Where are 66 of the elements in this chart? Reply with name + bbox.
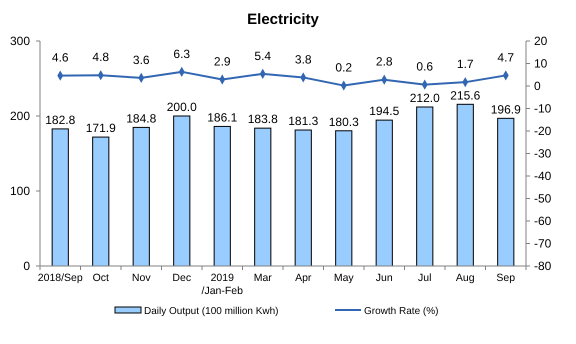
data-label: 182.8 [45,112,76,127]
y-tick-label: 300 [10,34,30,48]
y2-tick-label: 10 [534,56,548,70]
y2-tick-label: 20 [534,34,548,48]
data-label: 196.9 [490,102,522,116]
y2-tick-label: -40 [534,169,552,183]
bar [335,130,352,266]
bar [456,104,474,266]
y2-tick-label: -30 [534,146,552,160]
legend-label: Growth Rate (%) [364,306,438,317]
x-tick-label: Nov [132,272,152,284]
y2-tick-label: -80 [534,259,552,273]
bar [254,128,272,266]
y2-tick-label: -60 [534,214,552,228]
data-label: 194.5 [369,104,400,118]
x-tick-label: Sep [496,272,516,284]
y-tick-label: 0 [23,259,30,273]
x-tick-label: Jul [418,272,432,284]
y-tick-label: 200 [10,109,30,123]
bar [52,128,69,266]
data-label: 1.7 [456,57,474,72]
bar [416,106,434,266]
x-tick-label: 2019 /Jan-Feb [202,272,244,297]
data-label: 4.8 [92,50,110,64]
data-label: 183.8 [248,112,278,126]
data-label: 186.1 [207,110,238,124]
data-label: 4.7 [497,50,514,64]
x-tick-label: Oct [92,272,109,284]
data-label: 180.3 [328,114,360,129]
bar [294,130,312,266]
data-label: 200.0 [166,100,198,114]
y2-tick-label: 0 [534,79,541,93]
data-label: 2.9 [214,54,231,68]
data-label: 3.8 [294,52,312,66]
y-tick-label: 100 [10,184,30,198]
y2-tick-label: -20 [534,124,552,138]
x-tick-label: May [334,272,354,284]
bar [214,126,231,266]
bar [497,118,514,266]
x-tick-label: Mar [254,272,272,284]
bar [173,116,190,266]
x-tick-label: Aug [456,272,475,284]
data-label: 2.8 [376,54,393,69]
data-label: 215.6 [450,88,481,102]
data-label: 0.2 [335,60,352,75]
y2-tick-label: -10 [534,102,552,116]
x-tick-label: Jun [376,272,393,284]
data-label: 6.3 [173,46,190,61]
y2-tick-label: -50 [534,192,552,206]
bar [92,136,110,266]
data-label: 171.9 [86,121,116,136]
data-label: 3.6 [132,52,150,67]
data-label: 184.8 [126,111,157,126]
data-label: 5.4 [254,48,272,63]
x-tick-label: Apr [295,272,312,284]
data-label: 212.0 [410,91,440,105]
data-label: 181.3 [288,114,319,128]
chart-title: Electricity [247,11,320,28]
bar [132,126,150,266]
y2-tick-label: -70 [534,236,552,250]
data-label: 0.6 [416,60,434,74]
x-tick-label: 2018/Sep [38,272,83,284]
data-label: 4.6 [52,50,69,65]
bar [376,120,393,266]
legend-label: Daily Output (100 million Kwh) [144,306,278,317]
x-tick-label: Dec [172,272,192,284]
